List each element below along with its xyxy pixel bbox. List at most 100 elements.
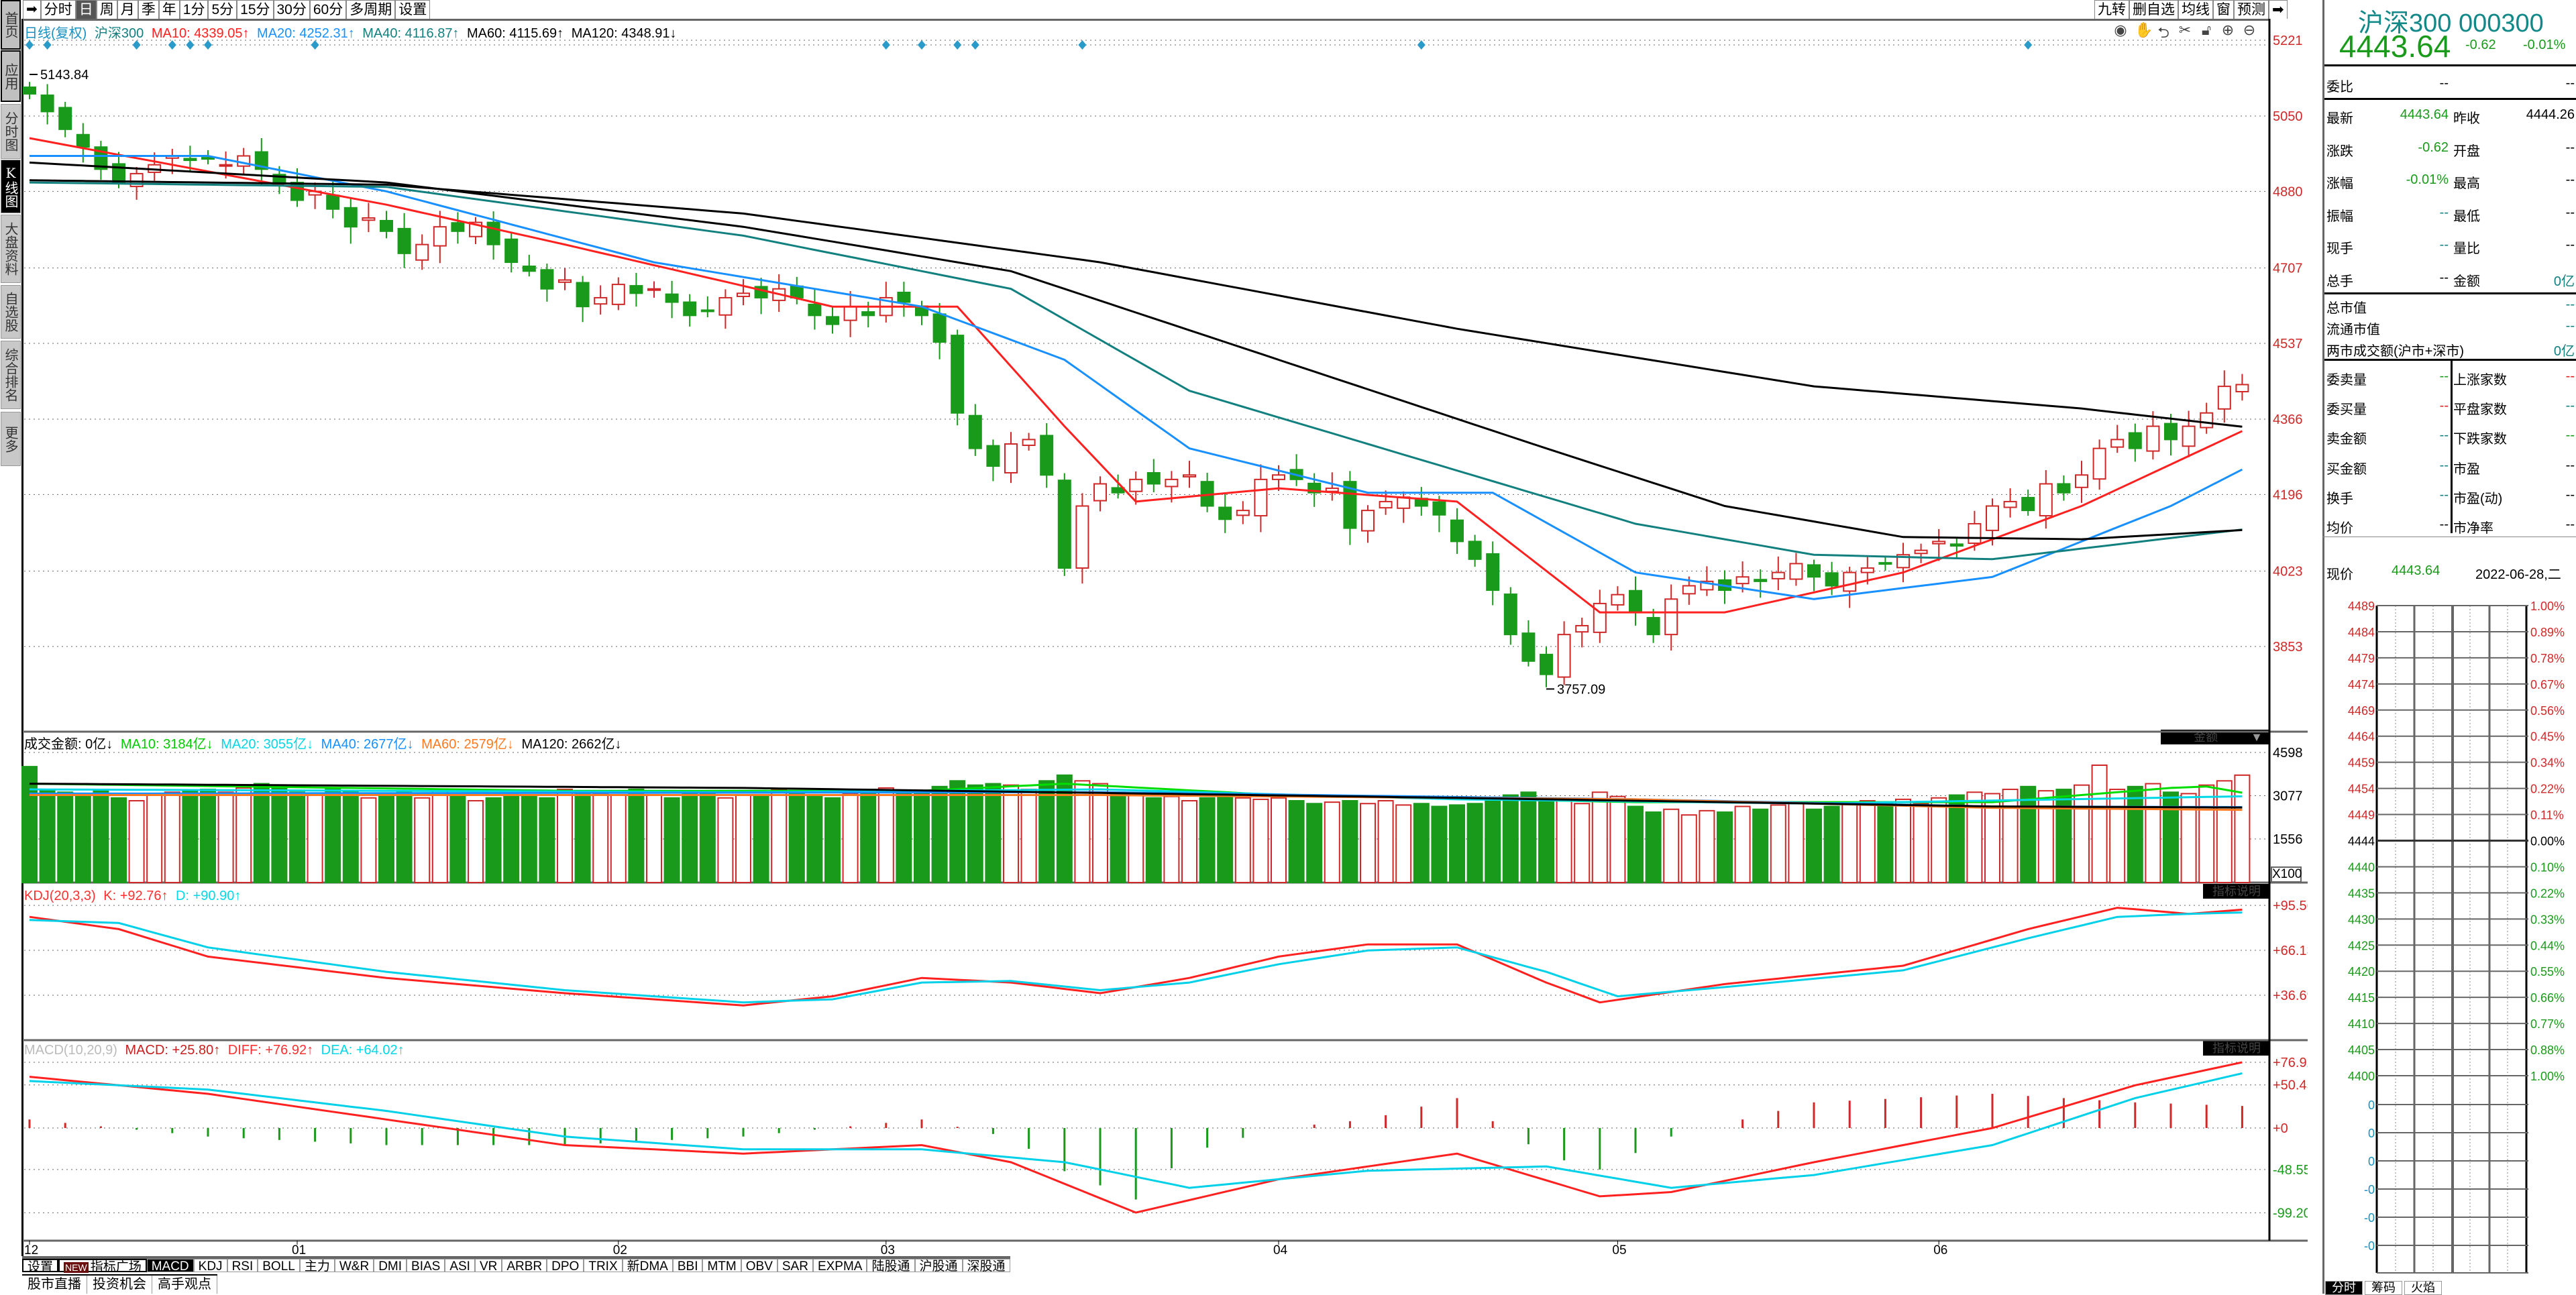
indicator-tab[interactable]: 主力 bbox=[299, 1259, 335, 1274]
candle-down bbox=[2164, 423, 2178, 441]
toolbar-button[interactable]: 窗 bbox=[2213, 0, 2234, 19]
volume-bar bbox=[1110, 791, 1126, 883]
toolbar-button[interactable]: 均线 bbox=[2178, 0, 2213, 19]
indicator-tab[interactable]: 深股通 bbox=[962, 1259, 1010, 1274]
indicator-tab[interactable]: OBV bbox=[741, 1259, 777, 1274]
indicator-tab[interactable]: 沪股通 bbox=[914, 1259, 963, 1274]
indicator-tab[interactable]: DMI bbox=[374, 1259, 407, 1274]
indicator-tab[interactable]: EXPMA bbox=[812, 1259, 867, 1274]
bottom-tab[interactable]: 投资机会 bbox=[87, 1276, 152, 1294]
indicator-tab[interactable]: MTM bbox=[702, 1259, 741, 1274]
indicator-tab[interactable]: BOLL bbox=[258, 1259, 300, 1274]
zoom-in-icon[interactable]: ⊕ bbox=[2221, 21, 2235, 38]
indicator-tab[interactable]: DPO bbox=[547, 1259, 584, 1274]
indicator-tab[interactable]: TRIX bbox=[584, 1259, 623, 1274]
period-tab[interactable]: 15分 bbox=[237, 0, 274, 19]
sidebar-more[interactable]: 更多 bbox=[1, 412, 21, 466]
period-tab[interactable]: 季 bbox=[138, 0, 159, 19]
candle-down bbox=[665, 293, 679, 303]
right-panel-tab[interactable]: 筹码 bbox=[2365, 1281, 2402, 1295]
volume-bar bbox=[1948, 794, 1965, 884]
mini-price-label: 4484 bbox=[2348, 626, 2375, 639]
toolbar-button[interactable]: 九转 bbox=[2094, 0, 2129, 19]
bottom-tab[interactable]: 股市直播 bbox=[22, 1276, 87, 1294]
indicator-tab[interactable]: ARBR bbox=[502, 1259, 547, 1274]
kline-chart[interactable]: 5221 5050 4880 4707 4537 4366 4196 4023 3853 4598… bbox=[0, 0, 2308, 1294]
bottom-tabs: 股市直播 投资机会 高手观点 bbox=[22, 1274, 217, 1294]
period-tab[interactable]: 5分 bbox=[208, 0, 237, 19]
toolbar-button[interactable]: 删自选 bbox=[2129, 0, 2178, 19]
indicator-tab[interactable]: 新DMA bbox=[622, 1259, 673, 1274]
event-marker-icon bbox=[881, 40, 890, 50]
sidebar-timeshare[interactable]: 分时图 bbox=[1, 104, 21, 159]
sidebar-home[interactable]: 首页 bbox=[1, 0, 21, 50]
period-tab[interactable]: 60分 bbox=[309, 0, 347, 19]
collapse-arrow-icon[interactable]: ➡ bbox=[23, 0, 41, 19]
expand-arrow-icon[interactable]: ➡ bbox=[2269, 0, 2288, 19]
period-tab[interactable]: 月 bbox=[117, 0, 138, 19]
chart-mode[interactable]: 日线(复权) bbox=[24, 26, 87, 41]
candle-up bbox=[1735, 576, 1750, 585]
indicator-square-button[interactable]: NEW 指标广场 bbox=[58, 1259, 147, 1274]
candle-up bbox=[2110, 439, 2125, 448]
event-marker-icon bbox=[25, 40, 34, 50]
right-panel-tab[interactable]: 火焰 bbox=[2404, 1281, 2442, 1295]
indicator-tab[interactable]: W&R bbox=[334, 1259, 374, 1274]
sidebar-kline[interactable]: K线图 bbox=[1, 160, 21, 213]
candle-up bbox=[1165, 478, 1179, 488]
indicator-tab[interactable]: BIAS bbox=[407, 1259, 445, 1274]
sidebar-ranking[interactable]: 综合排名 bbox=[1, 341, 21, 409]
period-tab[interactable]: 分时 bbox=[40, 0, 76, 19]
macd-help-button[interactable]: 指标说明 bbox=[2203, 1041, 2270, 1056]
mini-pct-label: 1.00% bbox=[2530, 600, 2565, 613]
volume-bar bbox=[1199, 797, 1216, 884]
period-tab[interactable]: 周 bbox=[96, 0, 117, 19]
indicator-tab[interactable]: KDJ bbox=[193, 1259, 227, 1274]
mini-price-label: 4405 bbox=[2348, 1044, 2375, 1057]
quote-value: -- bbox=[2439, 237, 2449, 252]
indicator-tab[interactable]: ASI bbox=[445, 1259, 475, 1274]
mini-price-label: 4459 bbox=[2348, 756, 2375, 770]
period-tab[interactable]: 年 bbox=[158, 0, 180, 19]
indicator-tab[interactable]: BBI bbox=[672, 1259, 703, 1274]
scissors-icon[interactable]: ✂ bbox=[2178, 21, 2192, 38]
undo-icon[interactable]: ⮌ bbox=[2157, 24, 2169, 41]
bottom-tab[interactable]: 高手观点 bbox=[152, 1276, 217, 1294]
indicator-tab[interactable]: 陆股通 bbox=[867, 1259, 915, 1274]
indicator-tab[interactable]: RSI bbox=[227, 1259, 258, 1274]
quote-value: -- bbox=[2439, 457, 2449, 473]
period-tab[interactable]: 设置 bbox=[395, 0, 431, 19]
period-tab[interactable]: 1分 bbox=[179, 0, 209, 19]
indicator-tab[interactable]: MACD bbox=[146, 1259, 194, 1274]
candle-down bbox=[629, 285, 643, 294]
volume-type-select[interactable]: 金额 ▼ bbox=[2161, 730, 2269, 744]
eye-icon[interactable]: ◉ bbox=[2114, 21, 2127, 38]
candle-up bbox=[611, 284, 625, 305]
macd-name[interactable]: MACD(10,20,9) bbox=[24, 1043, 117, 1058]
volume-bar bbox=[521, 794, 537, 884]
indicator-settings-button[interactable]: 设置 bbox=[22, 1259, 59, 1274]
right-panel-tab[interactable]: 分时 bbox=[2325, 1281, 2363, 1295]
sidebar-market-info[interactable]: 大盘资料 bbox=[1, 215, 21, 283]
period-tab[interactable]: 日 bbox=[75, 0, 97, 19]
indicator-tab[interactable]: VR bbox=[474, 1259, 502, 1274]
volume-bar bbox=[164, 791, 180, 883]
zoom-out-icon[interactable]: ⊖ bbox=[2243, 21, 2256, 38]
sidebar-apps[interactable]: 应用 bbox=[1, 50, 21, 102]
quote-change: -0.62 bbox=[2465, 38, 2496, 52]
kdj-help-button[interactable]: 指标说明 bbox=[2203, 884, 2270, 899]
indicator-tab[interactable]: SAR bbox=[777, 1259, 813, 1274]
period-tab[interactable]: 30分 bbox=[273, 0, 310, 19]
ma10-line bbox=[29, 137, 2243, 614]
sidebar-watchlist[interactable]: 自选股 bbox=[1, 285, 21, 339]
kdj-name[interactable]: KDJ(20,3,3) bbox=[24, 889, 96, 903]
toolbar-button[interactable]: 预测 bbox=[2234, 0, 2269, 19]
macd-tick-label: +50.45 bbox=[2273, 1078, 2308, 1093]
lock-icon[interactable]: 🔓︎ bbox=[2201, 21, 2212, 38]
macd-legend: MACD(10,20,9) MACD: +25.80↑ DIFF: +76.92… bbox=[24, 1043, 409, 1058]
candle-down bbox=[343, 207, 358, 228]
volume-bar bbox=[788, 791, 805, 883]
intraday-mini-chart[interactable]: 4489 1.00% 4484 0.89% 4479 0.78% 4474 0.67% 4469… bbox=[2324, 590, 2576, 1281]
period-tab[interactable]: 多周期 bbox=[346, 0, 396, 19]
candle-down bbox=[1540, 653, 1553, 675]
